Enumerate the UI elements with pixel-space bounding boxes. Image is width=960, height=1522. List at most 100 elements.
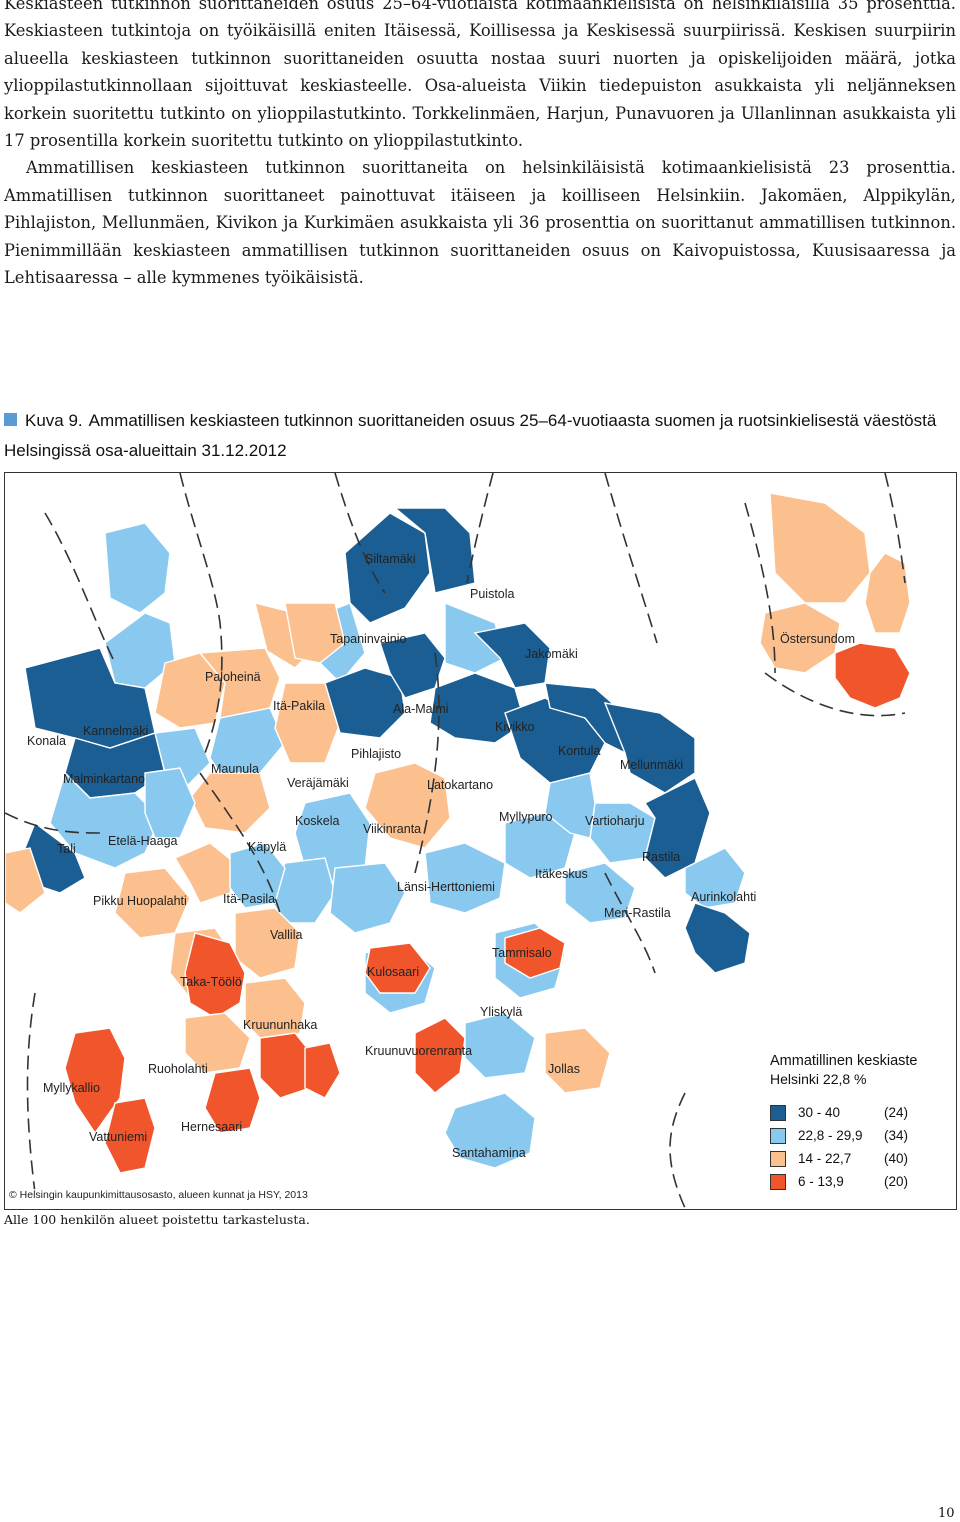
map-region bbox=[229, 842, 286, 909]
figure-caption: Kuva 9. Ammatillisen keskiasteen tutkinno… bbox=[4, 406, 954, 466]
map-region bbox=[173, 842, 236, 904]
map-region bbox=[324, 667, 406, 739]
choropleth-map: Siltamäki Puistola Tapaninvainio Jakomäki Ös… bbox=[5, 473, 911, 1208]
map-region bbox=[564, 862, 636, 924]
legend-count: (40) bbox=[884, 1151, 909, 1166]
district-line bbox=[179, 473, 223, 754]
area-label: Kannelmäki bbox=[83, 724, 148, 738]
map-region bbox=[864, 552, 911, 634]
area-label: Rastila bbox=[642, 850, 680, 864]
map-region bbox=[184, 1012, 251, 1074]
map-region bbox=[364, 942, 431, 994]
area-label: Koskela bbox=[295, 814, 340, 828]
map-region bbox=[204, 1067, 261, 1134]
area-label: Yliskylä bbox=[480, 1005, 522, 1019]
map-region bbox=[544, 772, 596, 839]
legend-title: Ammatillinen keskiaste bbox=[770, 1053, 918, 1069]
map-region bbox=[429, 672, 526, 744]
map-region bbox=[104, 1097, 156, 1174]
area-label: Länsi-Herttoniemi bbox=[397, 880, 495, 894]
map-regions bbox=[5, 492, 911, 1174]
area-label: Kivikko bbox=[495, 720, 535, 734]
map-region bbox=[504, 927, 566, 979]
page-number: 10 bbox=[938, 1506, 955, 1521]
map-region bbox=[444, 601, 506, 674]
area-label: Tali bbox=[57, 842, 76, 856]
district-line bbox=[334, 473, 386, 594]
map-region bbox=[464, 1012, 536, 1079]
map-region bbox=[544, 1027, 611, 1094]
area-label: Jakomäki bbox=[525, 647, 578, 661]
area-label: Konala bbox=[27, 734, 66, 748]
district-line bbox=[26, 992, 36, 1194]
map-region bbox=[49, 771, 161, 869]
caption-bullet-icon bbox=[4, 413, 17, 426]
legend-subtitle: Helsinki 22,8 % bbox=[770, 1071, 867, 1087]
paragraph-1: Keskiasteen tutkinnon suorittaneiden osu… bbox=[4, 0, 956, 151]
area-label: Kontula bbox=[558, 744, 600, 758]
area-label: Aurinkolahti bbox=[691, 890, 756, 904]
map-frame: Siltamäki Puistola Tapaninvainio Jakomäki Ös… bbox=[4, 472, 957, 1210]
area-label: Myllykallio bbox=[43, 1081, 100, 1095]
legend-range: 14 - 22,7 bbox=[798, 1151, 852, 1166]
map-region bbox=[834, 642, 911, 709]
district-line bbox=[669, 1092, 686, 1208]
map-region bbox=[144, 767, 196, 839]
area-label: Kruununhaka bbox=[243, 1018, 317, 1032]
area-label: Östersundom bbox=[780, 632, 855, 646]
map-region bbox=[759, 602, 841, 674]
figure-number: Kuva 9. bbox=[25, 411, 83, 430]
map-region bbox=[393, 507, 476, 594]
area-label: Pikku Huopalahti bbox=[93, 894, 187, 908]
area-label: Paloheinä bbox=[205, 670, 261, 684]
map-region bbox=[104, 522, 171, 614]
map-region bbox=[64, 1027, 126, 1135]
map-region bbox=[643, 777, 711, 879]
area-label: Vattuniemi bbox=[89, 1130, 147, 1144]
area-label: Käpylä bbox=[248, 840, 286, 854]
figure-title: Ammatillisen keskiasteen tutkinnon suori… bbox=[4, 411, 937, 460]
area-label: Meri-Rastila bbox=[604, 906, 671, 920]
district-line bbox=[744, 502, 776, 674]
legend-count: (20) bbox=[884, 1174, 909, 1189]
map-region bbox=[329, 862, 406, 934]
map-copyright: © Helsingin kaupunkimittausosasto, aluee… bbox=[9, 1189, 308, 1201]
area-label: Tapaninvainio bbox=[330, 632, 406, 646]
map-region bbox=[344, 512, 431, 624]
map-region bbox=[244, 977, 306, 1044]
district-line bbox=[5, 812, 106, 834]
area-label: Maunula bbox=[211, 762, 259, 776]
legend-swatch bbox=[770, 1151, 786, 1167]
map-region bbox=[284, 602, 346, 664]
legend-count: (34) bbox=[884, 1128, 909, 1143]
map-region bbox=[424, 842, 506, 914]
map-region bbox=[304, 1042, 341, 1099]
area-label: Veräjämäki bbox=[287, 776, 349, 790]
area-label: Vallila bbox=[270, 928, 302, 942]
legend-swatch bbox=[770, 1105, 786, 1121]
area-label: Kulosaari bbox=[367, 965, 419, 979]
paragraph-2: Ammatillisen keskiasteen tutkinnon suori… bbox=[4, 158, 956, 288]
legend-range: 30 - 40 bbox=[798, 1105, 841, 1120]
area-label: Itäkeskus bbox=[535, 867, 588, 881]
area-label: Puistola bbox=[470, 587, 515, 601]
body-text: Keskiasteen tutkinnon suorittaneiden osu… bbox=[4, 0, 956, 291]
area-label: Viikinranta bbox=[363, 822, 421, 836]
area-label: Latokartano bbox=[427, 778, 493, 792]
area-label: Jollas bbox=[548, 1062, 580, 1076]
map-region bbox=[684, 847, 746, 909]
area-label: Kruunuvuorenranta bbox=[365, 1044, 472, 1058]
legend-swatch bbox=[770, 1128, 786, 1144]
area-label: Ala-Malmi bbox=[393, 702, 449, 716]
district-line bbox=[604, 473, 658, 644]
map-region bbox=[544, 682, 636, 754]
district-line bbox=[764, 672, 906, 717]
area-label: Myllypuro bbox=[499, 810, 553, 824]
map-region bbox=[444, 1092, 536, 1169]
area-label: Itä-Pasila bbox=[223, 892, 275, 906]
area-label: Etelä-Haaga bbox=[108, 834, 178, 848]
map-region bbox=[364, 762, 451, 849]
map-region bbox=[184, 932, 246, 1019]
map-footnote: Alle 100 henkilön alueet poistettu tarka… bbox=[4, 1212, 310, 1227]
district-line bbox=[414, 652, 440, 874]
